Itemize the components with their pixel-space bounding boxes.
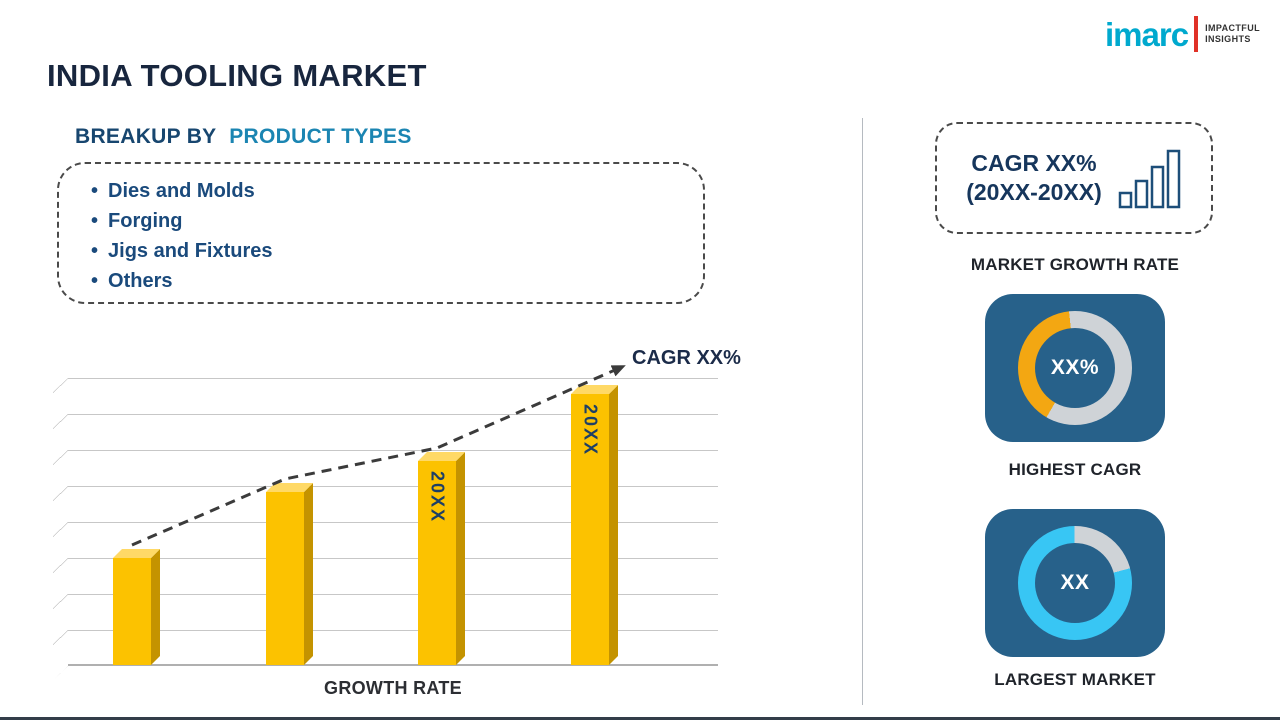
bar-chart-icon [1118,149,1180,209]
vertical-divider [862,118,863,705]
highest-cagr-card: XX% [985,294,1165,442]
cagr-card-line2: (20XX-20XX) [966,179,1102,205]
donut-chart-largest-market: XX [1018,526,1132,640]
bar-front-face: 20XX [571,394,609,665]
product-types-box: • Dies and Molds • Forging • Jigs and Fixtu… [57,162,705,304]
bar-label: 20XX [580,404,601,457]
list-item: • Forging [91,206,703,236]
page-title: INDIA TOOLING MARKET [47,58,427,93]
largest-market-card: XX [985,509,1165,657]
list-item-label: Others [108,270,173,292]
market-growth-rate-label: MARKET GROWTH RATE [970,255,1180,274]
logo-brand-text: imarc [1105,15,1189,53]
cagr-annotation: CAGR XX% [632,347,741,369]
imarc-logo: imarc IMPACTFUL INSIGHTS [1105,16,1260,52]
growth-rate-bar-chart: 20XX 20XX [53,364,718,680]
bar-front-face: 20XX [418,461,456,665]
bar-4: 20XX [571,385,618,665]
cagr-card-line1: CAGR XX% [971,150,1097,176]
chart-x-label: GROWTH RATE [324,678,462,698]
bar-side-face [304,483,313,665]
bar-front-face [266,492,304,665]
bar-label: 20XX [427,471,448,524]
cagr-summary-card: CAGR XX% (20XX-20XX) [935,122,1213,234]
chart-gridlines [68,378,718,666]
bar-side-face [151,549,160,665]
highest-cagr-label: HIGHEST CAGR [1008,460,1142,479]
bar-front-face [113,558,151,665]
bullet: • [91,180,99,202]
bar-side-face [456,452,465,665]
list-item-label: Jigs and Fixtures [108,240,273,262]
largest-market-label: LARGEST MARKET [994,670,1156,689]
chart-grid-perspective [53,378,68,680]
bar-side-face [609,385,618,665]
bar-2 [266,483,313,665]
breakup-heading: BREAKUP BY PRODUCT TYPES [75,125,412,149]
list-item-label: Forging [108,210,183,232]
bar-3: 20XX [418,452,465,665]
list-item-label: Dies and Molds [108,180,255,202]
bullet: • [91,240,99,262]
bullet: • [91,210,99,232]
bar-1 [113,549,160,665]
logo-tagline-line1: IMPACTFUL [1205,23,1260,33]
list-item: • Dies and Molds [91,176,703,206]
bullet: • [91,270,99,292]
logo-tagline: IMPACTFUL INSIGHTS [1205,23,1260,45]
donut-chart-highest-cagr: XX% [1018,311,1132,425]
breakup-heading-accent: PRODUCT TYPES [229,125,412,148]
product-types-list: • Dies and Molds • Forging • Jigs and Fixtu… [59,164,703,296]
donut-value: XX [1035,543,1115,623]
logo-divider-bar [1194,16,1199,52]
logo-tagline-line2: INSIGHTS [1205,34,1251,44]
donut-value: XX% [1035,328,1115,408]
cagr-card-text: CAGR XX% (20XX-20XX) [966,149,1102,207]
breakup-heading-prefix: BREAKUP BY [75,125,217,148]
list-item: • Jigs and Fixtures [91,236,703,266]
list-item: • Others [91,266,703,296]
